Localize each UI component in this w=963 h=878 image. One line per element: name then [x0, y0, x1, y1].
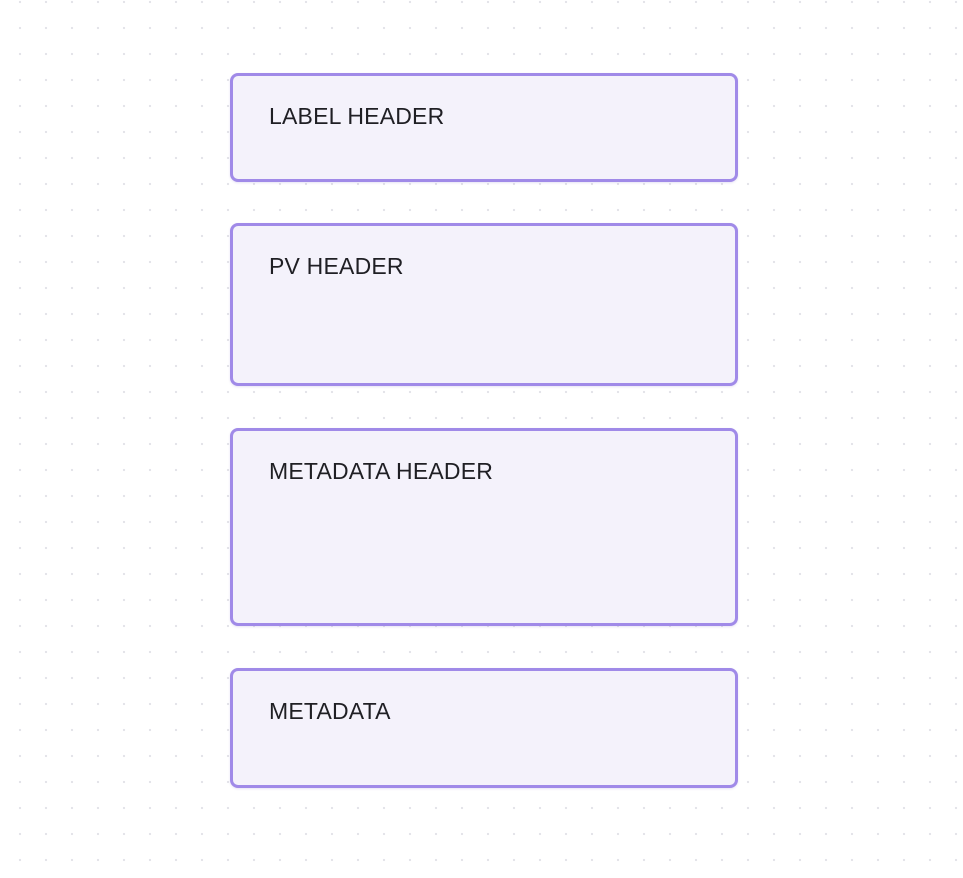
metadata-header-text: METADATA HEADER: [269, 458, 494, 484]
metadata-header-block[interactable]: METADATA HEADER: [230, 428, 738, 626]
pv-header-text: PV HEADER: [269, 253, 404, 279]
pv-header-block[interactable]: PV HEADER: [230, 223, 738, 386]
metadata-text: METADATA: [269, 698, 391, 724]
metadata-block[interactable]: METADATA: [230, 668, 738, 788]
label-header-block[interactable]: LABEL HEADER: [230, 73, 738, 182]
label-header-text: LABEL HEADER: [269, 103, 445, 129]
